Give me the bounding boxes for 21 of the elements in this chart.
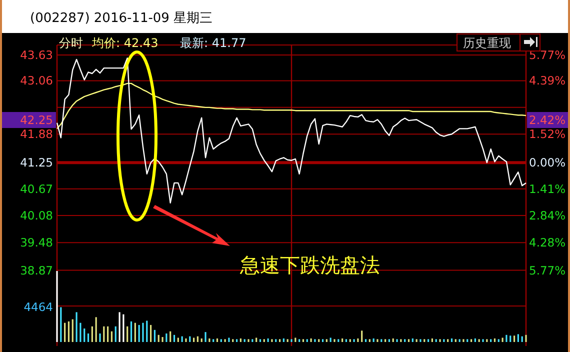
y-tick-label: 39.48	[20, 236, 53, 250]
y2-tick-label: 1.41%	[529, 182, 566, 196]
y2-tick-label: 4.39%	[529, 74, 566, 88]
y-tick-label: 40.08	[20, 208, 53, 223]
y2-tick-label: 4.28%	[529, 236, 566, 250]
line-series	[56, 58, 527, 204]
annotation: 历史重现	[463, 36, 511, 50]
y-tick-label: 40.67	[20, 182, 53, 196]
y-tick-label: 38.87	[20, 263, 53, 278]
text: 4464	[24, 300, 53, 314]
text: 42.25	[20, 113, 53, 127]
y-tick-label: 43.06	[20, 74, 53, 88]
line-series	[56, 82, 527, 130]
y2-tick-label: 0.00%	[529, 156, 566, 170]
y-tick-label: 41.25	[20, 156, 53, 170]
chart-title: (002287) 2016-11-09 星期三	[30, 11, 213, 26]
y2-tick-label: 2.84%	[529, 208, 566, 223]
y2-tick-label: 1.52%	[529, 127, 566, 142]
y-tick-label: 43.63	[20, 48, 53, 62]
y-tick-label: 41.88	[20, 127, 53, 142]
y2-tick-label: 5.77%	[529, 263, 566, 278]
